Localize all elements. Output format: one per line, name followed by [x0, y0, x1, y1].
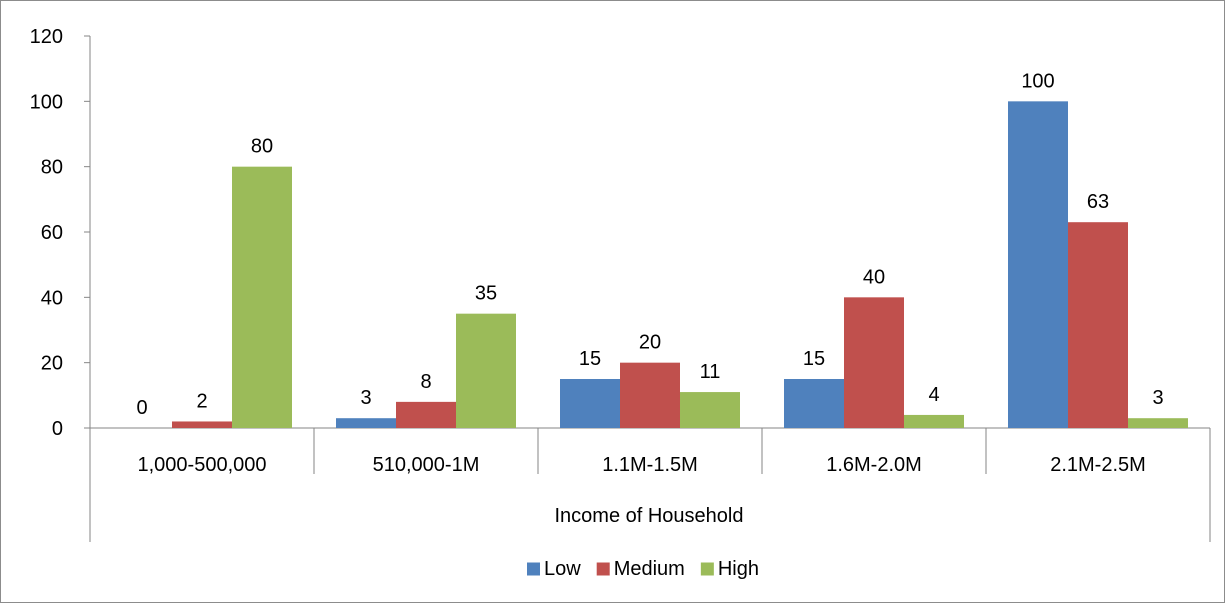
bar-high — [1128, 418, 1188, 428]
legend-label: Low — [544, 558, 581, 580]
bar-high — [232, 166, 292, 428]
bar-medium — [396, 401, 456, 428]
y-tick-label: 120 — [30, 26, 63, 48]
y-tick-label: 20 — [41, 353, 63, 375]
bar-low — [784, 379, 844, 428]
data-label: 15 — [579, 348, 601, 370]
data-labels: 0 3 15 15 100 2 8 20 40 63 80 35 11 4 3 — [136, 70, 1163, 419]
bar-low — [336, 418, 396, 428]
legend-label: Medium — [614, 558, 685, 580]
x-tick-label: 2.1M-2.5M — [1050, 454, 1146, 476]
x-tick-label: 1.1M-1.5M — [602, 454, 698, 476]
data-label: 11 — [700, 361, 721, 383]
data-label: 15 — [803, 348, 825, 370]
bar-medium — [844, 297, 904, 428]
x-tick-label: 1,000-500,000 — [137, 454, 266, 476]
bar-high — [904, 414, 964, 428]
y-axis: 0 20 40 60 80 100 120 — [30, 26, 91, 440]
bars — [172, 101, 1188, 428]
legend-swatch-high — [700, 562, 714, 576]
legend: Low Medium High — [527, 558, 759, 580]
data-label: 35 — [475, 283, 497, 305]
data-label: 80 — [251, 136, 273, 158]
x-tick-label: 510,000-1M — [373, 454, 480, 476]
data-label: 8 — [420, 371, 431, 393]
data-label: 63 — [1087, 191, 1109, 213]
y-tick-label: 0 — [52, 418, 63, 440]
data-label: 3 — [1152, 387, 1163, 409]
data-label: 3 — [360, 387, 371, 409]
legend-swatch-low — [527, 562, 540, 576]
bar-medium — [1068, 222, 1128, 428]
y-tick-label: 100 — [30, 91, 63, 113]
y-tick-label: 80 — [41, 157, 63, 179]
bar-high — [456, 313, 516, 428]
bar-low — [1008, 101, 1068, 428]
data-label: 40 — [863, 266, 885, 288]
data-label: 2 — [196, 390, 207, 412]
legend-swatch-medium — [596, 562, 610, 576]
y-tick-label: 40 — [41, 287, 63, 309]
data-label: 20 — [639, 332, 661, 354]
data-label: 0 — [136, 397, 147, 419]
y-tick-label: 60 — [41, 222, 63, 244]
legend-label: High — [718, 558, 759, 580]
bar-high — [680, 392, 740, 428]
data-label: 100 — [1021, 70, 1054, 92]
bar-low — [560, 379, 620, 428]
bar-medium — [172, 421, 232, 428]
x-axis-title: Income of Household — [554, 505, 743, 527]
x-tick-label: 1.6M-2.0M — [826, 454, 922, 476]
bar-medium — [620, 362, 680, 428]
data-label: 4 — [928, 384, 939, 406]
